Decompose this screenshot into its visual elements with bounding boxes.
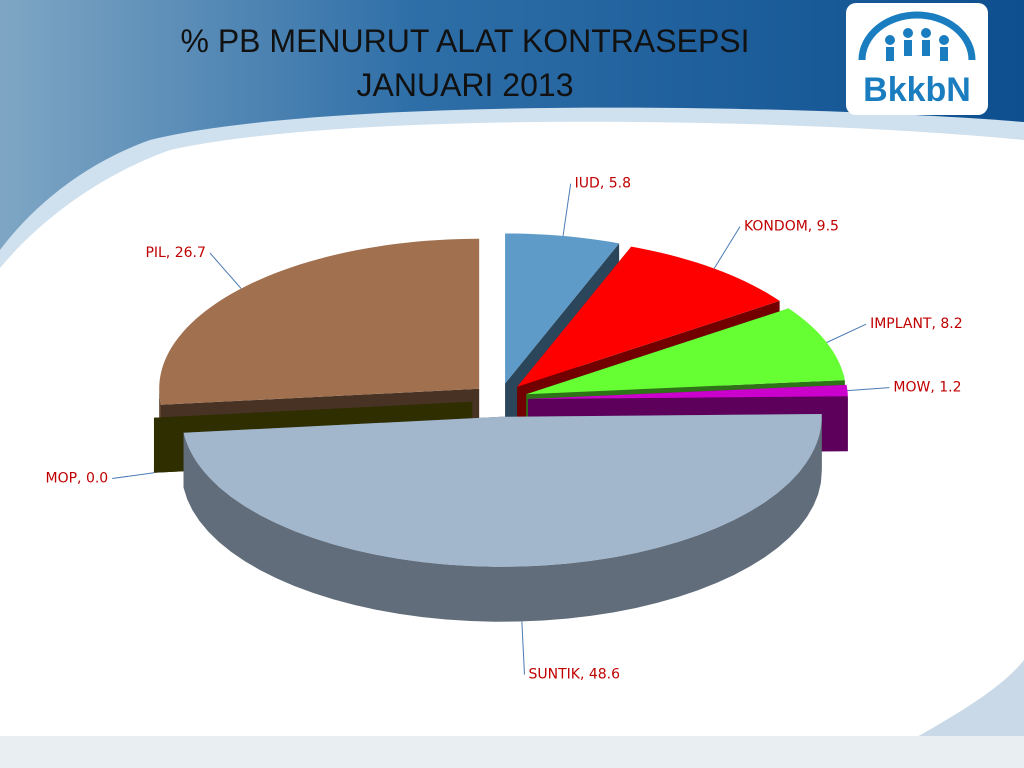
logo-text: BkkbN bbox=[863, 71, 971, 109]
slice-group bbox=[183, 413, 822, 622]
slice bbox=[517, 246, 780, 387]
slice bbox=[159, 238, 480, 405]
leader-line bbox=[112, 472, 155, 479]
chart-title: % PB MENURUT ALAT KONTRASEPSI bbox=[180, 23, 749, 59]
leader-line bbox=[562, 183, 572, 237]
data-label: IUD, 5.8 bbox=[575, 176, 631, 192]
header-band bbox=[0, 0, 1024, 260]
slice bbox=[527, 384, 848, 400]
data-label: SUNTIK, 48.6 bbox=[528, 667, 620, 683]
data-label: IMPLANT, 8.2 bbox=[870, 316, 963, 332]
logo-people bbox=[885, 28, 949, 61]
leader-line bbox=[713, 226, 741, 269]
data-label: PIL, 26.7 bbox=[145, 245, 205, 261]
footer-band bbox=[0, 736, 1024, 768]
chart-subtitle: JANUARI 2013 bbox=[357, 67, 574, 103]
leader-line bbox=[209, 252, 242, 289]
slice bbox=[183, 413, 822, 567]
leader-line bbox=[521, 621, 525, 675]
slice bbox=[505, 233, 620, 384]
data-label: KONDOM, 9.5 bbox=[744, 219, 839, 235]
leader-line bbox=[847, 387, 890, 392]
logo: BkkbN bbox=[846, 3, 988, 115]
slice bbox=[526, 308, 845, 395]
logo-box bbox=[846, 3, 988, 115]
slice-side bbox=[183, 416, 822, 622]
swoosh bbox=[0, 107, 1024, 268]
data-label: MOP, 0.0 bbox=[46, 470, 109, 486]
data-label: MOW, 1.2 bbox=[893, 380, 961, 396]
leader-line bbox=[826, 323, 867, 343]
logo-arc bbox=[858, 11, 976, 61]
pie-chart: IUD, 5.8 KONDOM, 9.5 IMPLANT, 8.2 MOW, 1.2 S… bbox=[46, 176, 963, 683]
